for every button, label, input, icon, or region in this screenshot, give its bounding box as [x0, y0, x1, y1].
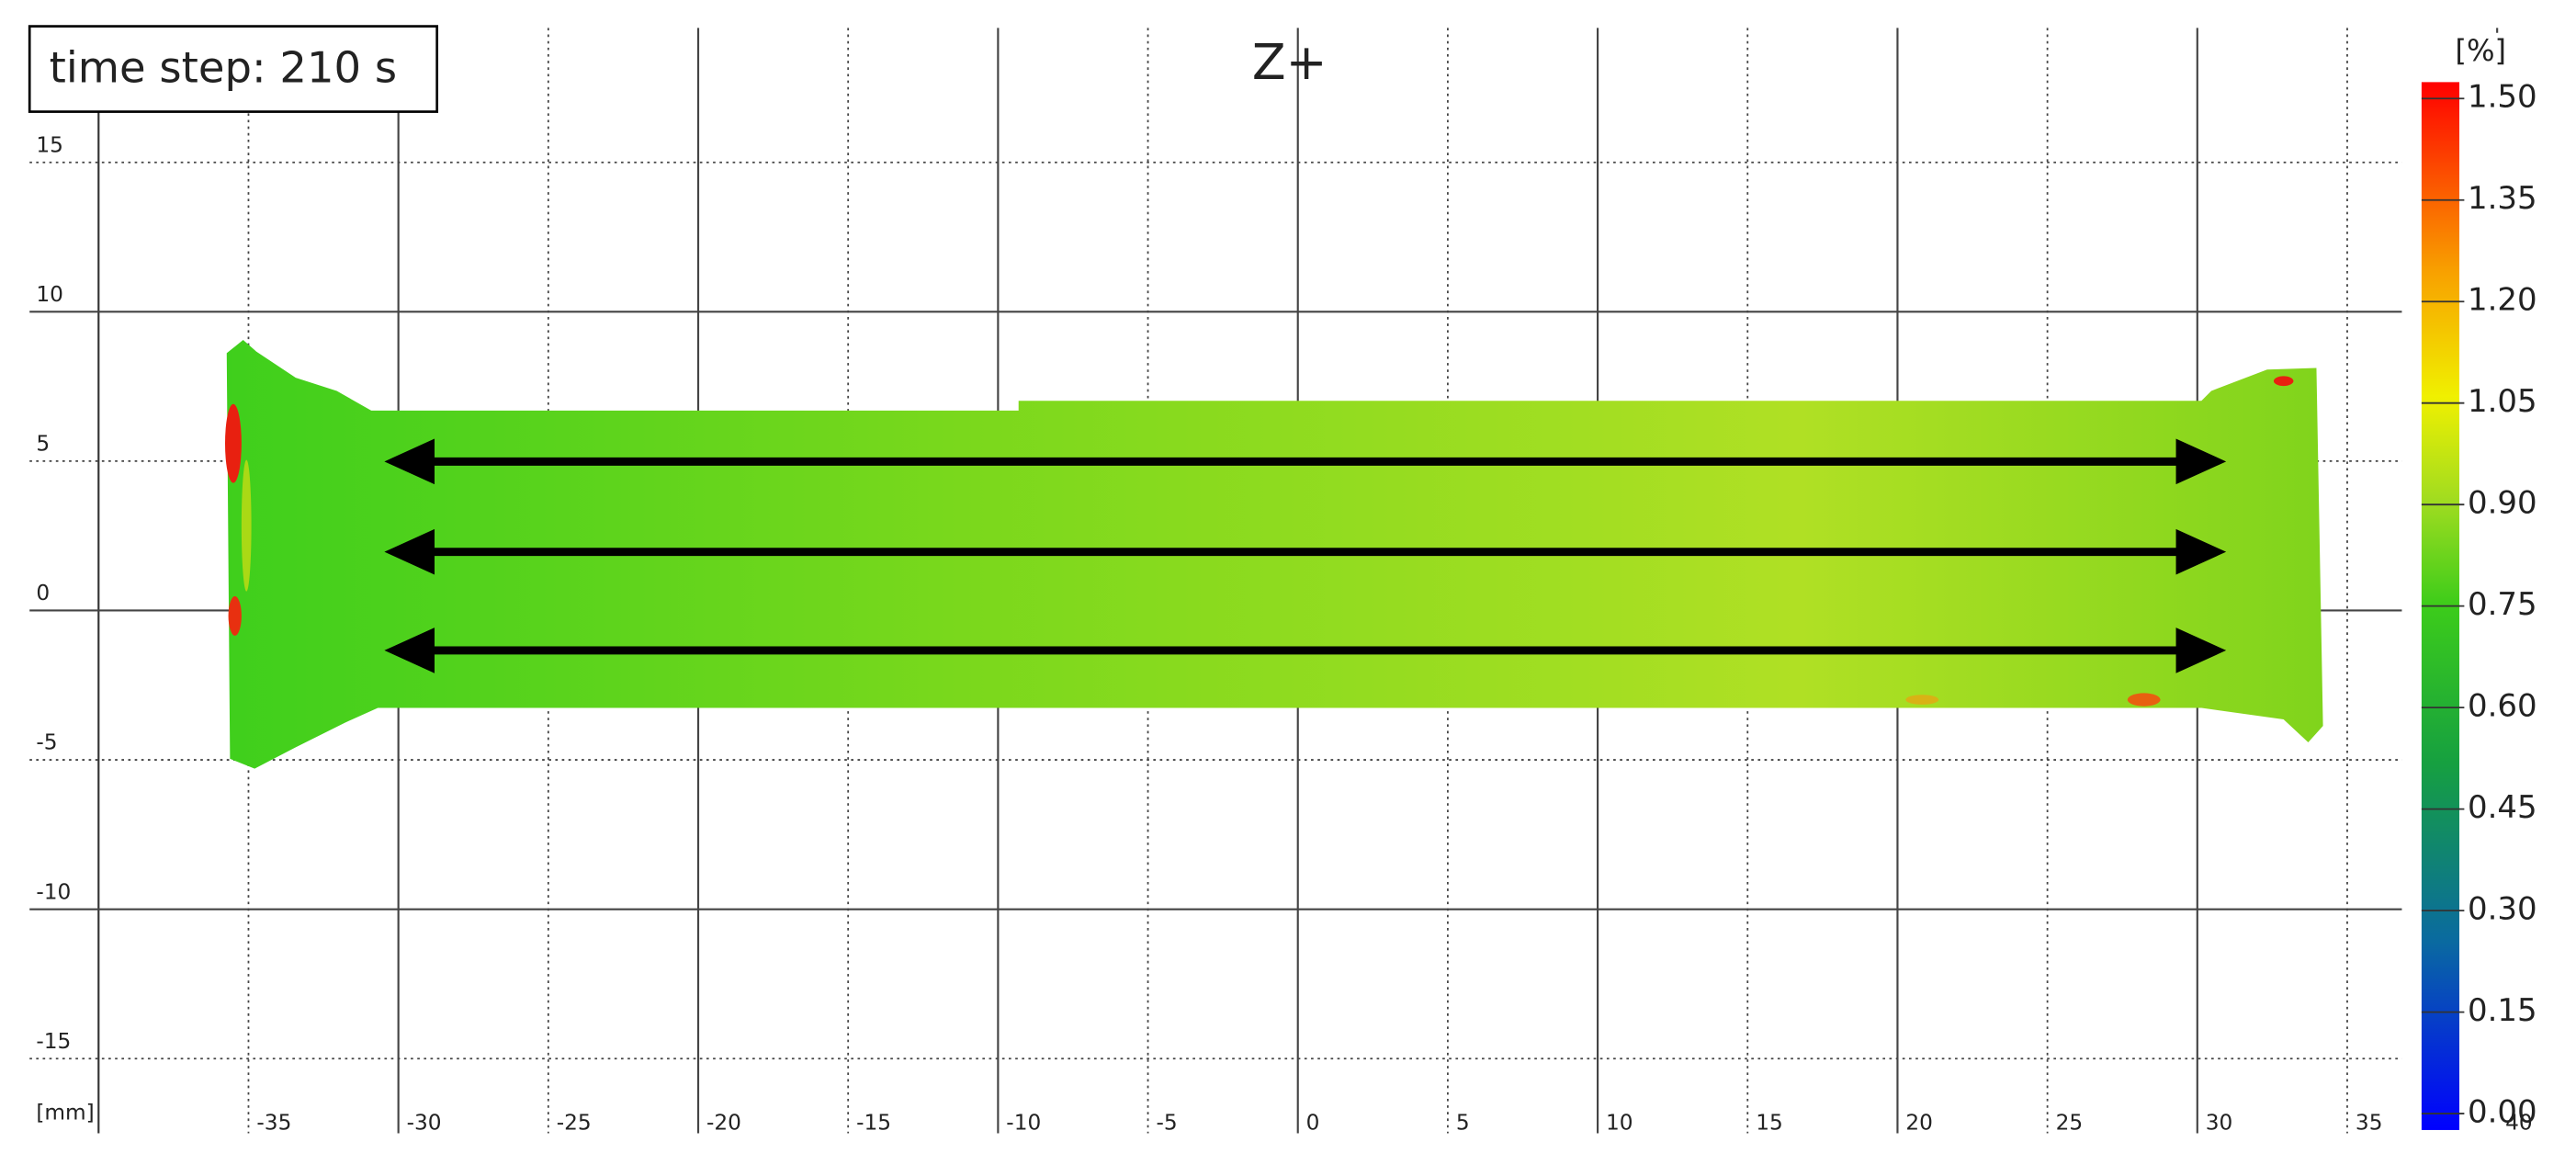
- x-tick-label: -5: [1156, 1110, 1177, 1135]
- x-tick-label: 40: [2505, 1110, 2533, 1135]
- y-tick-label: 15: [36, 132, 63, 157]
- y-tick-label: -15: [36, 1029, 71, 1054]
- x-tick-label: -10: [1006, 1110, 1041, 1135]
- colorbar-tick-label: 0.30: [2468, 891, 2537, 928]
- x-tick-label: 20: [1905, 1110, 1933, 1135]
- colorbar-tick-label: 0.60: [2468, 688, 2537, 725]
- hot-spot: [2273, 376, 2294, 387]
- colorbar-tick-label: 1.20: [2468, 282, 2537, 319]
- arrows: [384, 438, 2227, 673]
- arrow-head: [2175, 628, 2227, 673]
- chart-title: Z+: [1252, 33, 1328, 91]
- hot-spot: [224, 403, 242, 483]
- x-tick-label: 25: [2056, 1110, 2084, 1135]
- y-tick-label: 10: [36, 282, 63, 307]
- hot-spot: [228, 595, 242, 636]
- colorbar-tick-label: 1.05: [2468, 383, 2537, 420]
- x-tick-label: -35: [256, 1110, 291, 1135]
- arrow-head: [384, 438, 435, 485]
- hot-spot: [241, 459, 252, 592]
- y-tick-label: -10: [36, 879, 71, 904]
- x-tick-label: 30: [2206, 1110, 2233, 1135]
- x-tick-label: -30: [407, 1110, 442, 1135]
- colorbar-tick-label: 0.00: [2468, 1094, 2537, 1131]
- x-tick-label: -25: [557, 1110, 592, 1135]
- colorbar-tick-label: 0.15: [2468, 992, 2537, 1029]
- arrow-head: [2175, 528, 2227, 575]
- x-tick-label: -20: [706, 1110, 741, 1135]
- x-tick-label: 35: [2356, 1110, 2383, 1135]
- colorbar-tick-label: 1.35: [2468, 180, 2537, 217]
- colorbar-tick-label: 0.45: [2468, 789, 2537, 826]
- hot-spot: [1905, 695, 1939, 705]
- hot-spot: [2127, 693, 2161, 707]
- arrow-head: [2175, 438, 2227, 485]
- colorbar-tick-label: 0.75: [2468, 586, 2537, 623]
- annotation: time step: 210 s: [50, 42, 397, 92]
- colorbar-ticks: 0.00 0.15 0.30 0.45 0.60 0.75 0.90 1.05 1.20 1.35…: [2421, 79, 2537, 1131]
- x-tick-label: -15: [856, 1110, 891, 1135]
- arrow-head: [384, 528, 435, 575]
- y-tick-label: -5: [36, 730, 57, 755]
- x-unit: [mm]: [36, 1101, 94, 1125]
- x-tick-label: 10: [1606, 1110, 1633, 1135]
- annotation-box: [28, 25, 439, 113]
- x-tick-label: 15: [1756, 1110, 1783, 1135]
- colorbar-tick-label: 1.50: [2468, 79, 2537, 116]
- arrow-head: [384, 628, 435, 673]
- x-tick-label: 0: [1306, 1110, 1320, 1135]
- colorbar-tick-label: 0.90: [2468, 485, 2537, 522]
- x-tick-label: 5: [1456, 1110, 1470, 1135]
- colorbar-label: [%]: [2455, 33, 2506, 68]
- y-tick-label: 5: [36, 432, 50, 457]
- y-tick-label: 0: [36, 581, 50, 605]
